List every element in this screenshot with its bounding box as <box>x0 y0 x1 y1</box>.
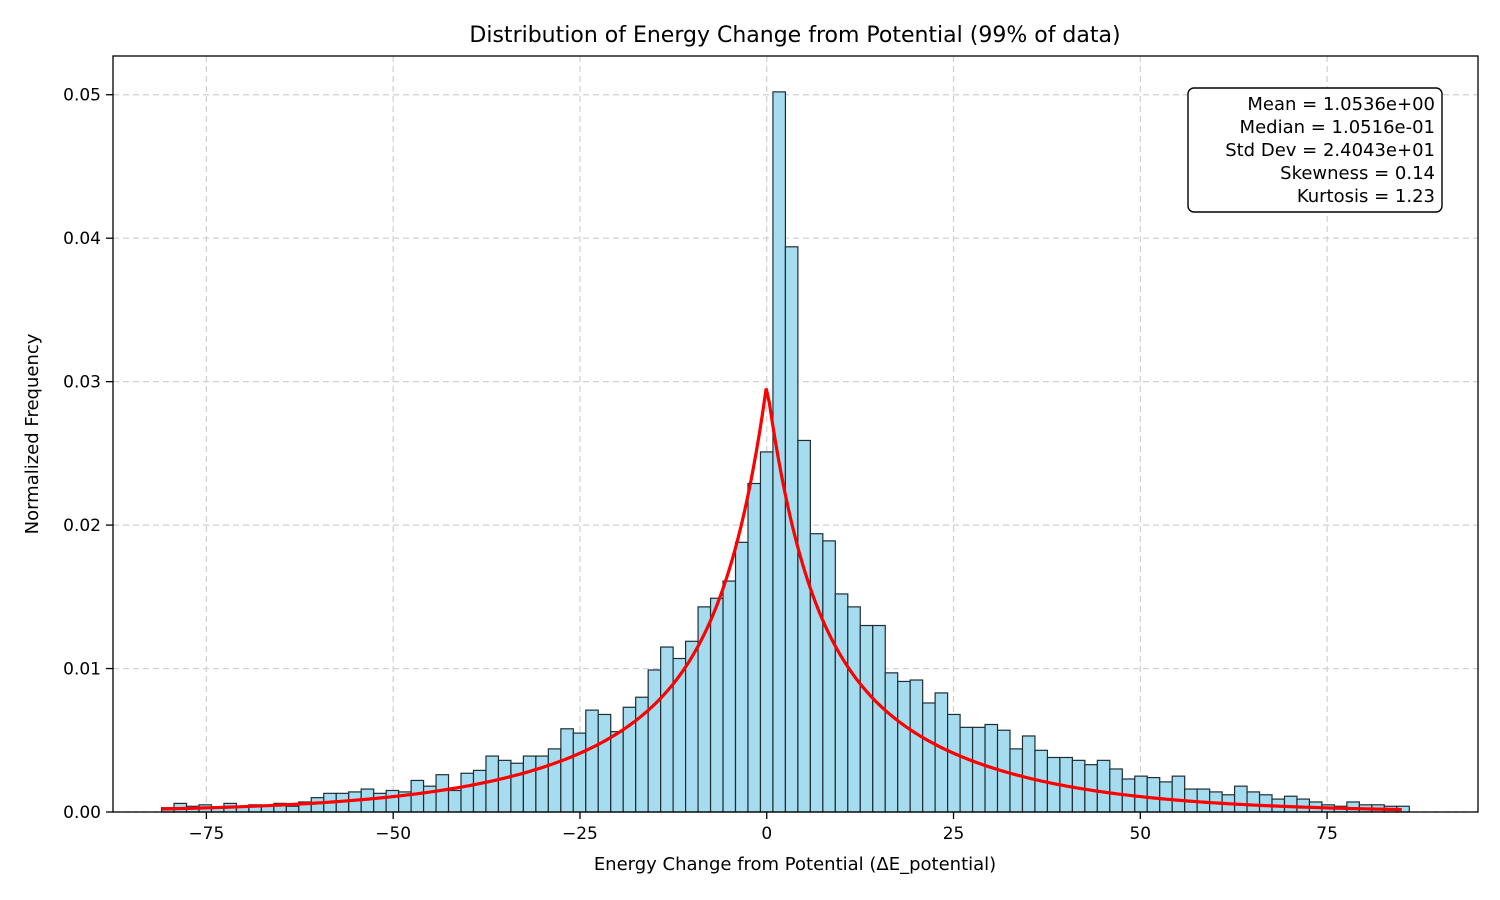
histogram-bar <box>1283 795 1298 813</box>
x-tick-label: 75 <box>1316 824 1338 844</box>
histogram-bar <box>1159 781 1173 813</box>
histogram-bar <box>822 540 836 813</box>
y-tick-label: 0.04 <box>63 229 101 249</box>
stat-median: Median = 1.0516e-01 <box>1240 117 1435 138</box>
x-axis-ticks: −75 −50 −25 0 25 50 75 <box>188 812 1338 844</box>
histogram-bar <box>859 624 874 813</box>
histogram-bar <box>722 580 737 813</box>
histogram-bar <box>1146 776 1161 813</box>
histogram-bar <box>1233 785 1248 813</box>
histogram-bar <box>285 805 300 813</box>
histogram-bar <box>834 593 849 813</box>
x-tick-label: −25 <box>562 824 598 844</box>
histogram-bar <box>959 726 974 813</box>
y-axis-ticks: 0.00 0.01 0.02 0.03 0.04 0.05 <box>63 86 113 823</box>
x-tick-label: −75 <box>188 824 224 844</box>
histogram-bar <box>734 541 749 813</box>
histogram-bar <box>709 597 724 813</box>
histogram-bar <box>485 755 500 813</box>
stat-kurtosis: Kurtosis = 1.23 <box>1297 186 1435 207</box>
y-axis-label: Normalized Frequency <box>22 333 43 534</box>
histogram-bar <box>585 709 599 813</box>
y-tick-label: 0.00 <box>63 803 101 823</box>
histogram-bar <box>647 669 662 813</box>
statistics-box-frame <box>1187 87 1443 213</box>
histogram-bar <box>772 91 787 813</box>
x-tick-label: −50 <box>375 824 411 844</box>
histogram-bar <box>809 533 824 813</box>
histogram-bar <box>747 482 762 813</box>
stat-std-dev: Std Dev = 2.4043e+01 <box>1225 140 1435 161</box>
stat-skewness: Skewness = 0.14 <box>1280 163 1435 184</box>
statistics-box: Mean = 1.0536e+00 Median = 1.0516e-01 St… <box>1187 87 1443 213</box>
histogram-bar <box>1134 775 1148 813</box>
histogram-bar <box>1096 759 1111 813</box>
y-tick-label: 0.03 <box>63 373 101 393</box>
histogram-bar <box>447 789 462 813</box>
y-tick-label: 0.05 <box>63 86 101 106</box>
histogram-bar <box>909 679 924 813</box>
x-tick-label: 50 <box>1129 824 1151 844</box>
x-axis-label: Energy Change from Potential (ΔE_potenti… <box>594 854 996 875</box>
histogram-bar <box>472 769 487 813</box>
histogram-bar <box>797 439 811 813</box>
histogram-bar <box>435 774 450 813</box>
histogram-bar <box>1246 791 1261 813</box>
histogram-bar <box>872 624 886 813</box>
histogram-bar <box>759 451 774 813</box>
chart-title: Distribution of Energy Change from Poten… <box>469 23 1120 48</box>
histogram-bar <box>572 732 587 813</box>
histogram-bar <box>385 789 400 813</box>
histogram-bar <box>410 779 425 813</box>
histogram-bar <box>497 759 512 813</box>
histogram-bar <box>1109 768 1123 813</box>
histogram-bar <box>1258 794 1273 813</box>
plot-frame <box>112 55 1479 813</box>
histogram-bar <box>522 755 537 813</box>
histogram-bar <box>547 748 562 813</box>
histogram-bar <box>1171 775 1186 813</box>
histogram-bar <box>560 728 574 813</box>
y-tick-label: 0.02 <box>63 516 101 536</box>
histogram-bar <box>897 680 911 813</box>
histogram-bar <box>610 731 624 813</box>
histogram-bar <box>1021 735 1036 813</box>
x-tick-label: 25 <box>943 824 965 844</box>
histogram-bar <box>947 713 961 813</box>
histogram-bar <box>597 713 612 813</box>
histogram-bar <box>971 726 986 813</box>
stat-mean: Mean = 1.0536e+00 <box>1247 94 1435 115</box>
y-tick-label: 0.01 <box>63 660 101 680</box>
histogram-bar <box>847 606 861 813</box>
histogram-bar <box>884 672 899 813</box>
fit-curve-line <box>161 388 1402 812</box>
histogram-bar <box>660 646 674 813</box>
histogram-bar <box>934 692 949 813</box>
histogram-bar <box>460 772 475 813</box>
histogram-bar <box>1009 748 1024 813</box>
x-tick-label: 0 <box>761 824 772 844</box>
histogram-bar <box>922 702 936 813</box>
histogram-bar <box>510 762 524 813</box>
